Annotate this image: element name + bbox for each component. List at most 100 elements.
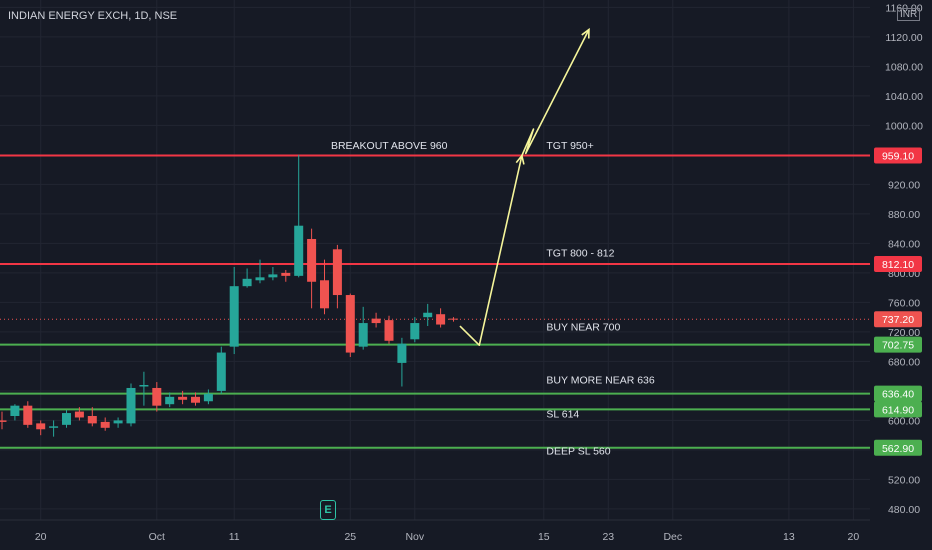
candle	[100, 417, 110, 431]
projection-arrowhead-mid	[515, 153, 525, 165]
level-price-badge: 614.90	[874, 401, 922, 418]
time-tick-label: 20	[848, 531, 860, 543]
candle	[294, 154, 304, 278]
candle	[449, 317, 458, 322]
candle-body	[397, 343, 407, 363]
price-tick-label: 480.00	[888, 504, 920, 516]
candle-body	[36, 423, 46, 430]
candle	[36, 420, 46, 436]
candle	[23, 401, 33, 428]
candle	[268, 267, 278, 281]
time-tick-label: Nov	[405, 531, 424, 543]
level-price-badge-bg	[874, 255, 922, 272]
price-tick-label: 840.00	[888, 238, 920, 250]
candle-body	[23, 405, 33, 425]
time-tick-label: Dec	[663, 531, 682, 543]
candle	[229, 267, 239, 355]
candle-body	[332, 249, 342, 296]
candle-body	[10, 405, 20, 416]
level-price-badge-bg	[874, 336, 922, 353]
level-price-badge: 562.90	[874, 439, 922, 456]
candle-body	[384, 320, 394, 341]
price-tick-label: 520.00	[888, 474, 920, 486]
candle	[203, 389, 213, 405]
price-tick-label: 920.00	[888, 179, 920, 191]
price-labels: 959.10 812.10 702.75 636.40 614.90 562.90 737.…	[874, 147, 922, 456]
time-tick-label: 11	[229, 531, 240, 543]
candle-body	[74, 411, 84, 418]
candle-body	[436, 314, 446, 325]
level-price-badge-bg	[874, 147, 922, 164]
annotation-label: TGT 950+	[546, 140, 593, 152]
candle-body	[49, 426, 59, 428]
candle	[191, 392, 200, 406]
candle	[320, 259, 329, 315]
candle	[307, 228, 317, 309]
price-tick-label: 1080.00	[885, 61, 923, 73]
last-price-badge: 737.20	[874, 311, 922, 328]
candle	[345, 293, 355, 357]
annotation-label: TGT 800 - 812	[546, 248, 614, 260]
candle-body	[449, 318, 458, 320]
time-tick-label: 25	[344, 531, 356, 543]
candles	[0, 154, 458, 437]
horizontal-levels	[0, 154, 870, 449]
level-price-badge-bg	[874, 385, 922, 402]
candle	[62, 410, 71, 428]
candle	[74, 407, 84, 421]
candle-body	[178, 396, 188, 400]
candle-body	[165, 396, 175, 405]
currency-badge[interactable]: INR	[897, 8, 921, 21]
candle-body	[281, 272, 291, 276]
last-price-badge-text: 737.20	[882, 314, 914, 326]
candle	[139, 371, 149, 406]
candle-body	[113, 420, 123, 424]
tradingview-logo[interactable]: E	[320, 500, 336, 520]
price-tick-label: 760.00	[888, 297, 920, 309]
price-tick-label: 1000.00	[885, 120, 923, 132]
candle-body	[100, 421, 110, 428]
time-tick-label: 20	[35, 531, 47, 543]
candle-body	[191, 396, 200, 403]
candle-body	[152, 387, 162, 406]
candle	[281, 269, 291, 282]
candle-body	[139, 385, 149, 387]
price-tick-label: 680.00	[888, 356, 920, 368]
candle-body	[371, 318, 381, 324]
candle	[436, 308, 446, 328]
time-axis[interactable]: 20 Oct 11 25 Nov 15 23 Dec 13 20	[0, 519, 870, 543]
chart-title: INDIAN ENERGY EXCH, 1D, NSE	[8, 10, 178, 22]
time-tick-label: 13	[783, 531, 795, 543]
candle	[87, 407, 97, 427]
price-tick-label: 880.00	[888, 209, 920, 221]
level-price-badge: 636.40	[874, 385, 922, 402]
level-price-badge-text: 959.10	[882, 151, 914, 163]
candle	[178, 390, 188, 405]
candle-body	[345, 295, 355, 353]
candle	[49, 420, 59, 437]
candle-body	[62, 413, 71, 425]
candle	[255, 259, 265, 284]
candle	[358, 306, 368, 350]
level-price-badge-text: 636.40	[882, 389, 914, 401]
candle	[397, 337, 407, 387]
projection-arrowhead	[581, 27, 590, 39]
candle	[332, 244, 342, 309]
level-price-badge-text: 812.10	[882, 259, 914, 271]
candle-body	[358, 323, 368, 347]
candle	[371, 312, 381, 328]
candle-body	[268, 274, 278, 278]
candle	[152, 382, 162, 412]
level-price-badge-bg	[874, 439, 922, 456]
candle	[113, 417, 123, 428]
annotation-label: BUY NEAR 700	[546, 321, 620, 333]
level-price-badge: 702.75	[874, 336, 922, 353]
candle	[384, 315, 394, 344]
candle-body	[203, 393, 213, 402]
time-tick-label: 23	[602, 531, 614, 543]
level-price-badge-text: 614.90	[882, 404, 914, 416]
candle	[0, 411, 7, 430]
annotation-label: BUY MORE NEAR 636	[546, 375, 655, 387]
